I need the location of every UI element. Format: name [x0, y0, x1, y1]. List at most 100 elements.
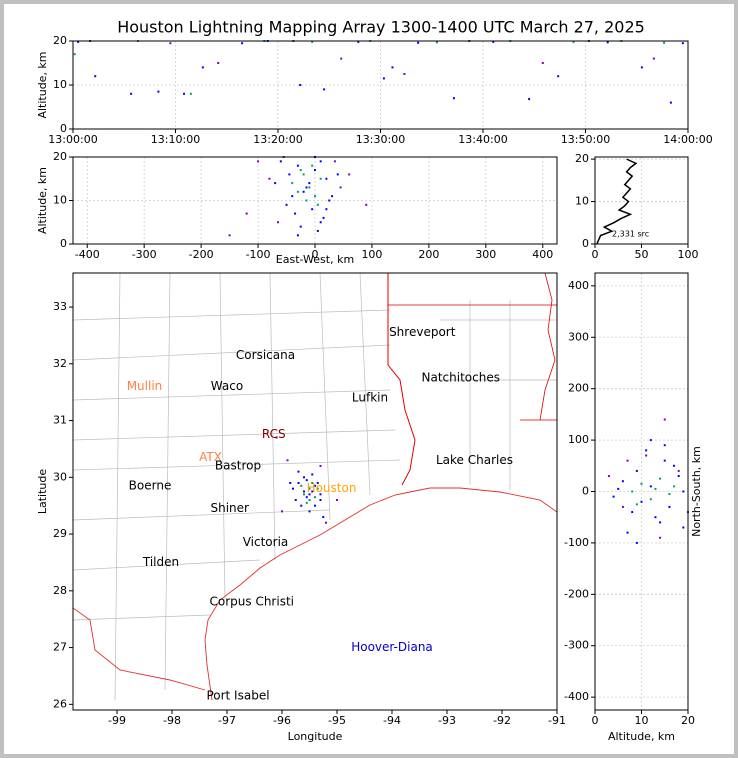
point — [328, 199, 331, 202]
x-tick-label: 50 — [635, 248, 649, 261]
point — [308, 499, 311, 502]
x-tick-label: 400 — [532, 248, 553, 261]
point — [635, 469, 638, 472]
x-tick-label: 13:20:00 — [253, 133, 302, 146]
x-tick-label: -99 — [108, 714, 126, 727]
point — [607, 475, 610, 478]
x-tick-label: -96 — [273, 714, 291, 727]
point — [296, 164, 299, 167]
x-tick-label: -200 — [189, 248, 214, 261]
y-tick-label: 0 — [582, 237, 589, 250]
point — [288, 173, 291, 176]
city-label: Boerne — [129, 478, 172, 492]
point — [659, 536, 662, 539]
point — [311, 164, 314, 167]
x-tick-label: 0 — [592, 248, 599, 261]
point — [281, 510, 283, 513]
point — [348, 173, 351, 176]
point — [308, 182, 311, 185]
point — [435, 41, 438, 44]
point — [325, 177, 328, 180]
point — [311, 208, 314, 211]
y-tick-label: 0 — [582, 485, 589, 498]
point — [292, 487, 294, 490]
point — [626, 531, 629, 534]
point — [311, 40, 314, 43]
y-axis-label: North-South, km — [690, 446, 703, 537]
point — [333, 160, 336, 163]
point — [241, 42, 244, 45]
point — [303, 493, 305, 496]
y-tick-label: -100 — [564, 536, 589, 549]
point — [325, 208, 328, 211]
point — [557, 75, 560, 78]
y-tick-label: 10 — [53, 194, 67, 207]
point — [673, 485, 676, 488]
point — [649, 485, 652, 488]
annotation: 2,331 src — [612, 230, 649, 239]
axes-frame — [594, 272, 689, 711]
x-tick-label: 13:40:00 — [458, 133, 507, 146]
point — [275, 436, 278, 439]
axes-frame — [72, 40, 689, 130]
point — [492, 40, 495, 43]
point — [77, 40, 80, 43]
point — [183, 92, 186, 95]
point — [319, 464, 322, 467]
point — [305, 479, 308, 482]
x-tick-label: -98 — [163, 714, 181, 727]
point — [635, 541, 638, 544]
city-label: Tilden — [142, 555, 179, 569]
point — [626, 459, 629, 462]
y-tick-label: -200 — [564, 587, 589, 600]
point — [316, 487, 319, 490]
point — [391, 66, 394, 69]
y-tick-label: -300 — [564, 639, 589, 652]
point — [217, 62, 220, 64]
point — [303, 490, 305, 493]
y-tick-label: 26 — [53, 697, 67, 710]
city-label: Bastrop — [215, 458, 261, 472]
city-label: Lufkin — [352, 390, 388, 404]
point — [677, 469, 680, 472]
point — [635, 503, 638, 506]
y-tick-label: 32 — [53, 357, 67, 370]
city-label: Victoria — [243, 535, 289, 549]
x-tick-label: 10 — [635, 714, 649, 727]
point — [286, 459, 289, 462]
point — [94, 75, 97, 78]
axes-frame — [594, 156, 689, 245]
point — [308, 510, 311, 513]
point — [296, 190, 299, 193]
x-tick-label: -91 — [548, 714, 566, 727]
city-label: Port Isabel — [206, 688, 269, 702]
point — [673, 464, 676, 467]
point — [316, 481, 319, 484]
x-tick-label: -97 — [218, 714, 236, 727]
point — [682, 526, 685, 529]
y-axis-label: Altitude, km — [36, 51, 49, 118]
point — [357, 40, 360, 43]
point — [169, 42, 172, 45]
point — [291, 182, 294, 185]
y-tick-label: 0 — [60, 122, 67, 135]
chart-title: Houston Lightning Mapping Array 1300-140… — [117, 18, 645, 37]
point — [668, 493, 671, 496]
point — [308, 493, 311, 496]
point — [331, 195, 334, 198]
x-tick-label: 13:00:00 — [48, 133, 97, 146]
point — [682, 490, 685, 493]
point — [73, 53, 76, 56]
point — [669, 101, 672, 104]
point — [289, 481, 292, 484]
point — [645, 449, 648, 452]
y-tick-label: -400 — [564, 690, 589, 703]
x-axis-label: Altitude, km — [608, 730, 675, 743]
y-tick-label: 10 — [53, 78, 67, 91]
point — [257, 160, 260, 163]
city-label: RCS — [262, 427, 286, 441]
point — [339, 186, 342, 189]
point — [291, 195, 294, 198]
point — [314, 195, 316, 198]
